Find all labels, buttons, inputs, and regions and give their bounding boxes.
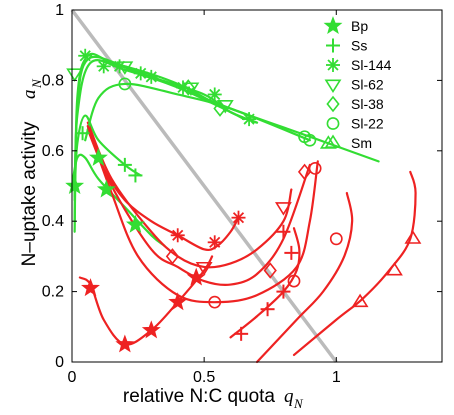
legend-item-sl-22: Sl-22 [326, 116, 384, 132]
legend-label: Sm [351, 135, 372, 151]
y-tick-label: 0.6 [42, 143, 64, 160]
legend-marker-sl-38 [326, 95, 340, 113]
legend-marker-ss [326, 38, 340, 53]
data-point-ss-green-2-1 [117, 157, 132, 172]
data-point-sl-38-green-8-1 [213, 100, 227, 117]
data-point-sl-144-red-5-2 [231, 210, 246, 225]
data-point-sl-22-red-11-2 [308, 161, 322, 175]
data-point-ss-red-3-2 [276, 284, 291, 299]
series-line-sl-22-red-11 [86, 125, 319, 304]
y-tick-label: 0 [55, 354, 64, 371]
data-point-bp-red-1-0 [81, 278, 100, 297]
data-point-sl-144-green-4-6 [207, 87, 222, 102]
data-point-sm-red-14-2 [404, 230, 422, 244]
series-line-sl-38-green-8 [73, 59, 245, 202]
y-tick-label: 0.2 [42, 284, 64, 301]
data-point-bp-green-0-1 [88, 147, 108, 166]
data-point-sl-144-green-4-3 [133, 66, 148, 81]
y-axis-symbol: a [19, 90, 40, 100]
y-tick-label: 0.8 [42, 72, 64, 89]
data-point-sl-62-green-6-0 [66, 68, 84, 82]
data-point-sm-red-14-0 [351, 293, 369, 308]
data-point-sl-144-green-4-4 [144, 69, 159, 84]
data-point-bp-red-1-4 [186, 267, 206, 286]
legend-marker-bp [323, 16, 343, 35]
data-point-sl-62-green-6-1 [116, 61, 134, 75]
x-axis-label: relative N:C quota [123, 386, 276, 407]
legend-item-sl-38: Sl-38 [326, 95, 384, 113]
data-point-sl-38-red-9-0 [165, 248, 180, 265]
y-tick-label: 1 [55, 2, 64, 19]
data-point-ss-red-3-0 [234, 326, 249, 341]
x-axis-symbol: q [284, 386, 294, 407]
data-point-sl-38-red-9-1 [263, 262, 277, 279]
data-point-sl-62-red-7-0 [195, 261, 213, 276]
series-line-ss-green-2 [73, 114, 142, 198]
data-point-sl-22-green-10-0 [118, 77, 132, 91]
data-point-sl-144-red-5-1 [207, 235, 222, 250]
x-tick-label: 0 [68, 369, 77, 386]
data-point-ss-red-3-4 [276, 224, 291, 239]
data-point-bp-green-0-0 [65, 176, 85, 195]
data-point-bp-green-0-2 [96, 179, 116, 198]
legend-label: Sl-38 [351, 96, 384, 112]
data-point-sl-22-green-10-2 [303, 133, 317, 147]
y-axis-subscript: N [29, 78, 44, 89]
legend-label: Sl-62 [351, 77, 384, 93]
legend-label: Bp [351, 18, 368, 34]
legend-marker-sl-62 [324, 79, 342, 94]
legend-item-sl-144: Sl-144 [326, 57, 392, 73]
data-point-sl-22-red-12-0 [329, 232, 343, 246]
legend-label: Ss [351, 38, 367, 54]
data-point-bp-red-1-2 [141, 320, 161, 339]
data-point-sl-38-green-8-0 [181, 79, 195, 96]
legend-label: Sl-144 [351, 57, 392, 73]
data-point-ss-green-2-2 [128, 168, 143, 183]
data-point-bp-red-1-3 [168, 292, 188, 311]
x-axis-subscript: N [293, 396, 304, 411]
data-point-sm-red-14-1 [385, 261, 403, 276]
data-point-ss-green-2-0 [75, 126, 90, 141]
series-line-sl-22-red-12 [255, 191, 354, 364]
series-markers [65, 48, 422, 353]
series-line-sl-38-red-9 [86, 128, 311, 287]
data-point-ss-red-3-3 [284, 245, 299, 260]
y-axis-label: N–uptake activity [19, 121, 40, 266]
legend-item-ss: Ss [326, 38, 367, 54]
x-tick-label: 1 [332, 369, 341, 386]
legend-label: Sl-22 [351, 116, 384, 132]
legend-item-sl-62: Sl-62 [324, 77, 384, 94]
data-point-sl-38-red-9-2 [297, 163, 312, 181]
data-point-bp-green-0-3 [125, 214, 145, 233]
data-point-sl-62-green-6-3 [216, 100, 234, 114]
y-tick-label: 0.4 [42, 213, 64, 230]
series-line-bp-green-0 [70, 153, 166, 247]
legend-marker-sm [324, 134, 342, 148]
legend-item-sm: Sm [324, 134, 372, 151]
data-point-sl-22-red-11-0 [208, 295, 222, 309]
data-point-sl-62-red-7-1 [274, 202, 292, 216]
data-point-sl-144-green-4-0 [78, 48, 93, 63]
legend-marker-sl-144 [326, 58, 340, 72]
data-point-sl-144-green-4-1 [96, 59, 111, 74]
series-line-ss-red-3 [229, 227, 301, 339]
series-line-sm-green-13 [176, 86, 380, 163]
legend: Bp Ss Sl-144 Sl-62 Sl-38 Sl-22 Sm [323, 16, 392, 151]
data-point-bp-red-1-1 [115, 334, 135, 353]
series-line-sl-62-red-7 [86, 121, 293, 269]
axis-ticks: 0 0.5 1 0 0.2 0.4 0.6 0.8 1 [42, 2, 442, 386]
data-point-sl-144-red-5-0 [170, 228, 185, 243]
legend-item-bp: Bp [323, 16, 368, 35]
plot-frame [71, 9, 443, 363]
x-tick-label: 0.5 [193, 369, 215, 386]
data-point-ss-red-3-1 [260, 302, 275, 317]
data-point-sl-144-green-4-7 [242, 112, 257, 127]
data-point-sl-22-red-11-1 [287, 274, 301, 288]
y-axis-label-group: N–uptake activity a N [19, 78, 44, 266]
legend-marker-sl-22 [326, 117, 340, 130]
